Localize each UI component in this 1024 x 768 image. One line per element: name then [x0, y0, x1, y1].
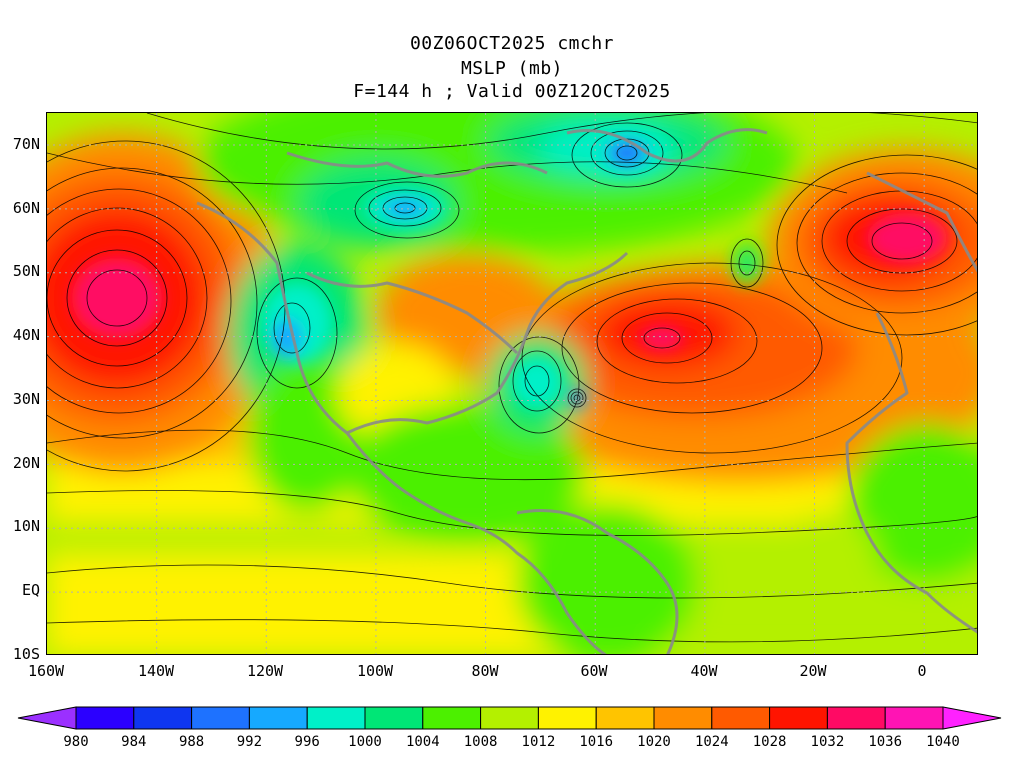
colorbar-segment: [769, 706, 828, 730]
colorbar-label: 992: [236, 734, 263, 750]
mslp-contour-field: [47, 113, 977, 654]
colorbar-segment: [653, 706, 713, 730]
lon-label-80w: 80W: [471, 662, 499, 680]
chart-title-run: 00Z06OCT2025 cmchr: [409, 33, 615, 54]
mslp-map: [46, 112, 978, 655]
colorbar-label: 1040: [926, 734, 960, 750]
colorbar-label: 1024: [694, 734, 729, 750]
colorbar-segment: [248, 706, 308, 730]
colorbar-segment: [537, 706, 597, 730]
colorbar-label: 984: [121, 734, 147, 750]
lat-label-70n: 70N: [12, 135, 40, 153]
colorbar-segment: [595, 706, 655, 730]
lon-label-20w: 20W: [799, 662, 827, 680]
colorbar-label: 1020: [637, 734, 671, 750]
lat-label-60n: 60N: [12, 199, 40, 217]
colorbar-segment: [884, 706, 944, 730]
colorbar-segment: [711, 706, 771, 730]
lat-label-eq: EQ: [21, 581, 40, 599]
colorbar-segment: [75, 706, 135, 730]
colorbar-arrow-high: [942, 706, 1002, 730]
colorbar-label: 1036: [868, 734, 903, 750]
colorbar-label: 1028: [752, 734, 787, 750]
lat-label-10s: 10S: [12, 645, 40, 663]
colorbar-label: 988: [178, 734, 205, 750]
lat-lon-grid: [47, 113, 977, 654]
colorbar-segment: [191, 706, 250, 730]
colorbar-label: 1012: [521, 734, 556, 750]
colorbar-label: 1032: [810, 734, 845, 750]
colorbar-label: 980: [63, 734, 89, 750]
colorbar-label: 1004: [405, 734, 440, 750]
colorbar-segment: [306, 706, 366, 730]
chart-title-variable: MSLP (mb): [460, 58, 564, 79]
colorbar-segment: [826, 706, 886, 730]
colorbar-label: 1000: [348, 734, 382, 750]
colorbar-segment: [422, 706, 482, 730]
lon-label-140w: 140W: [137, 662, 175, 680]
lon-label-160w: 160W: [27, 662, 65, 680]
lat-label-40n: 40N: [12, 326, 40, 344]
lon-label-40w: 40W: [690, 662, 718, 680]
colorbar-label: 1008: [463, 734, 498, 750]
lon-label-100w: 100W: [356, 662, 394, 680]
pressure-colorbar: [17, 706, 1002, 730]
colorbar-segment: [133, 706, 193, 730]
colorbar-arrow-low: [17, 706, 77, 730]
colorbar-label: 996: [294, 734, 320, 750]
lat-label-30n: 30N: [12, 390, 40, 408]
lon-label-120w: 120W: [246, 662, 284, 680]
colorbar-segment: [364, 706, 424, 730]
lon-label-60w: 60W: [580, 662, 608, 680]
chart-title-valid-time: F=144 h ; Valid 00Z12OCT2025: [353, 81, 671, 102]
lon-label-0: 0: [917, 662, 927, 680]
lat-label-10n: 10N: [12, 517, 40, 535]
lat-label-20n: 20N: [12, 454, 40, 472]
lat-label-50n: 50N: [12, 262, 40, 280]
colorbar-label: 1016: [579, 734, 614, 750]
colorbar-segment: [480, 706, 539, 730]
